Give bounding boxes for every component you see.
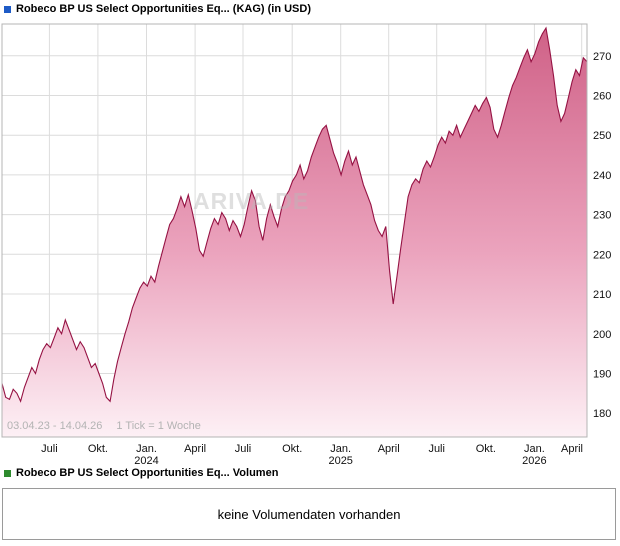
svg-text:260: 260 bbox=[593, 91, 611, 103]
svg-text:200: 200 bbox=[593, 329, 611, 341]
svg-text:Juli: Juli bbox=[428, 443, 445, 455]
svg-text:Juli: Juli bbox=[41, 443, 58, 455]
volume-series-marker bbox=[4, 469, 11, 477]
price-line-series bbox=[1, 26, 588, 403]
plot-border bbox=[1, 23, 588, 438]
volume-empty-message: keine Volumendaten vorhanden bbox=[217, 506, 401, 522]
date-range-note: 03.04.23 - 14.04.26 1 Tick = 1 Woche bbox=[7, 420, 215, 432]
price-series-marker bbox=[4, 5, 11, 13]
tick-note-text: 1 Tick = 1 Woche bbox=[116, 420, 201, 432]
price-series-title: Robeco BP US Select Opportunities Eq... … bbox=[16, 3, 311, 15]
svg-text:April: April bbox=[561, 443, 583, 455]
svg-text:Okt.: Okt. bbox=[476, 443, 496, 455]
svg-text:220: 220 bbox=[593, 249, 611, 261]
svg-text:Juli: Juli bbox=[235, 443, 252, 455]
svg-text:270: 270 bbox=[593, 51, 611, 63]
svg-text:2024: 2024 bbox=[134, 455, 158, 466]
svg-text:April: April bbox=[378, 443, 400, 455]
svg-text:Jan.: Jan. bbox=[136, 443, 157, 455]
svg-text:240: 240 bbox=[593, 170, 611, 182]
price-chart-svg[interactable]: 180 190 200 210 220 230 240 250 260 270 Juli Okt. Ja… bbox=[0, 16, 620, 466]
volume-panel: keine Volumendaten vorhanden bbox=[2, 488, 616, 540]
volume-series-title: Robeco BP US Select Opportunities Eq... … bbox=[16, 467, 279, 479]
svg-text:180: 180 bbox=[593, 408, 611, 420]
price-area-series bbox=[2, 28, 587, 437]
volume-legend: Robeco BP US Select Opportunities Eq... … bbox=[4, 467, 278, 479]
svg-text:April: April bbox=[184, 443, 206, 455]
svg-text:210: 210 bbox=[593, 289, 611, 301]
date-range-text: 03.04.23 - 14.04.26 bbox=[7, 420, 103, 432]
svg-text:230: 230 bbox=[593, 210, 611, 222]
svg-text:Okt.: Okt. bbox=[282, 443, 302, 455]
svg-text:Jan.: Jan. bbox=[524, 443, 545, 455]
svg-text:2025: 2025 bbox=[328, 455, 352, 466]
svg-text:Jan.: Jan. bbox=[330, 443, 351, 455]
svg-text:250: 250 bbox=[593, 130, 611, 142]
svg-text:2026: 2026 bbox=[522, 455, 546, 466]
price-legend: Robeco BP US Select Opportunities Eq... … bbox=[4, 3, 311, 15]
svg-text:Okt.: Okt. bbox=[88, 443, 108, 455]
price-chart[interactable]: 180 190 200 210 220 230 240 250 260 270 Juli Okt. Ja… bbox=[0, 16, 620, 466]
y-axis-labels: 180 190 200 210 220 230 240 250 260 270 bbox=[593, 51, 611, 420]
svg-text:190: 190 bbox=[593, 369, 611, 381]
